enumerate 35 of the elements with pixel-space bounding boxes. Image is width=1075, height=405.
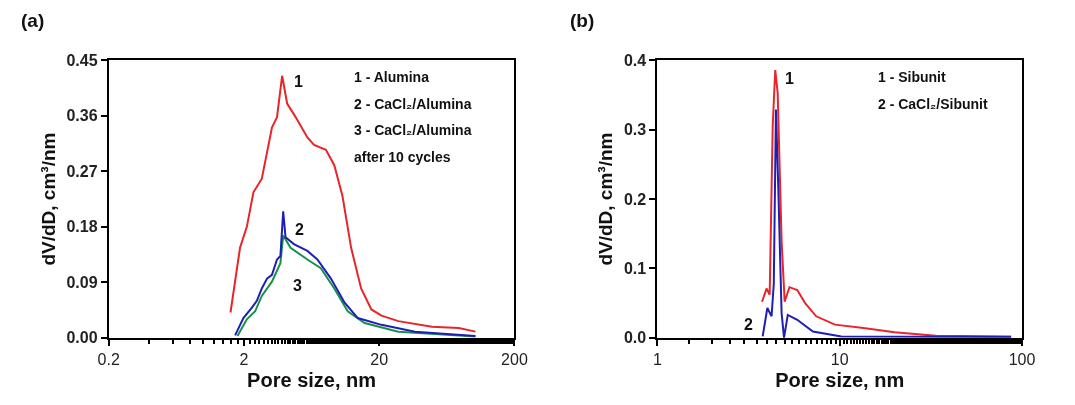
y-tick-label: 0.45 xyxy=(66,51,98,69)
y-tick-label: 0.0 xyxy=(623,329,647,347)
x-tick-label: 10 xyxy=(830,351,849,368)
annotation: 3 - CaCl₂/Alumina xyxy=(354,122,472,138)
x-axis-title: Pore size, nm xyxy=(775,369,905,391)
series-label: 3 xyxy=(293,277,302,294)
y-tick-label: 0.36 xyxy=(66,107,98,125)
y-axis-title: dV/dD, cm³/nm xyxy=(37,132,59,266)
annotation: 1 - Alumina xyxy=(354,69,430,85)
series-label: 1 xyxy=(785,70,794,87)
series-label: 1 xyxy=(294,73,303,90)
x-tick-label: 1 xyxy=(652,351,662,368)
y-tick-label: 0.27 xyxy=(66,162,98,180)
annotation: 2 - CaCl₂/Alumina xyxy=(354,96,472,112)
x-tick-label: 20 xyxy=(370,351,389,368)
annotation: 1 - Sibunit xyxy=(878,69,946,85)
x-axis-title: Pore size, nm xyxy=(247,369,377,391)
chart-title: (b) xyxy=(570,10,595,31)
chart-title: (a) xyxy=(21,10,45,31)
y-tick-label: 0.4 xyxy=(623,51,647,69)
y-tick-label: 0.3 xyxy=(623,121,647,139)
x-tick-label: 100 xyxy=(1008,351,1036,368)
y-tick-label: 0.2 xyxy=(623,190,647,208)
y-axis-title: dV/dD, cm³/nm xyxy=(595,132,617,266)
annotation: after 10 cycles xyxy=(354,149,451,165)
series-label: 2 xyxy=(295,221,304,238)
y-tick-label: 0.00 xyxy=(66,329,98,347)
y-tick-label: 0.1 xyxy=(623,260,647,278)
y-tick-label: 0.18 xyxy=(66,218,98,236)
x-tick-label: 2 xyxy=(239,351,249,368)
annotation: 2 - CaCl₂/Sibunit xyxy=(878,96,989,112)
x-tick-label: 0.2 xyxy=(97,351,120,368)
series-label: 2 xyxy=(744,316,753,333)
y-tick-label: 0.09 xyxy=(66,273,98,291)
x-tick-label: 200 xyxy=(501,351,528,368)
